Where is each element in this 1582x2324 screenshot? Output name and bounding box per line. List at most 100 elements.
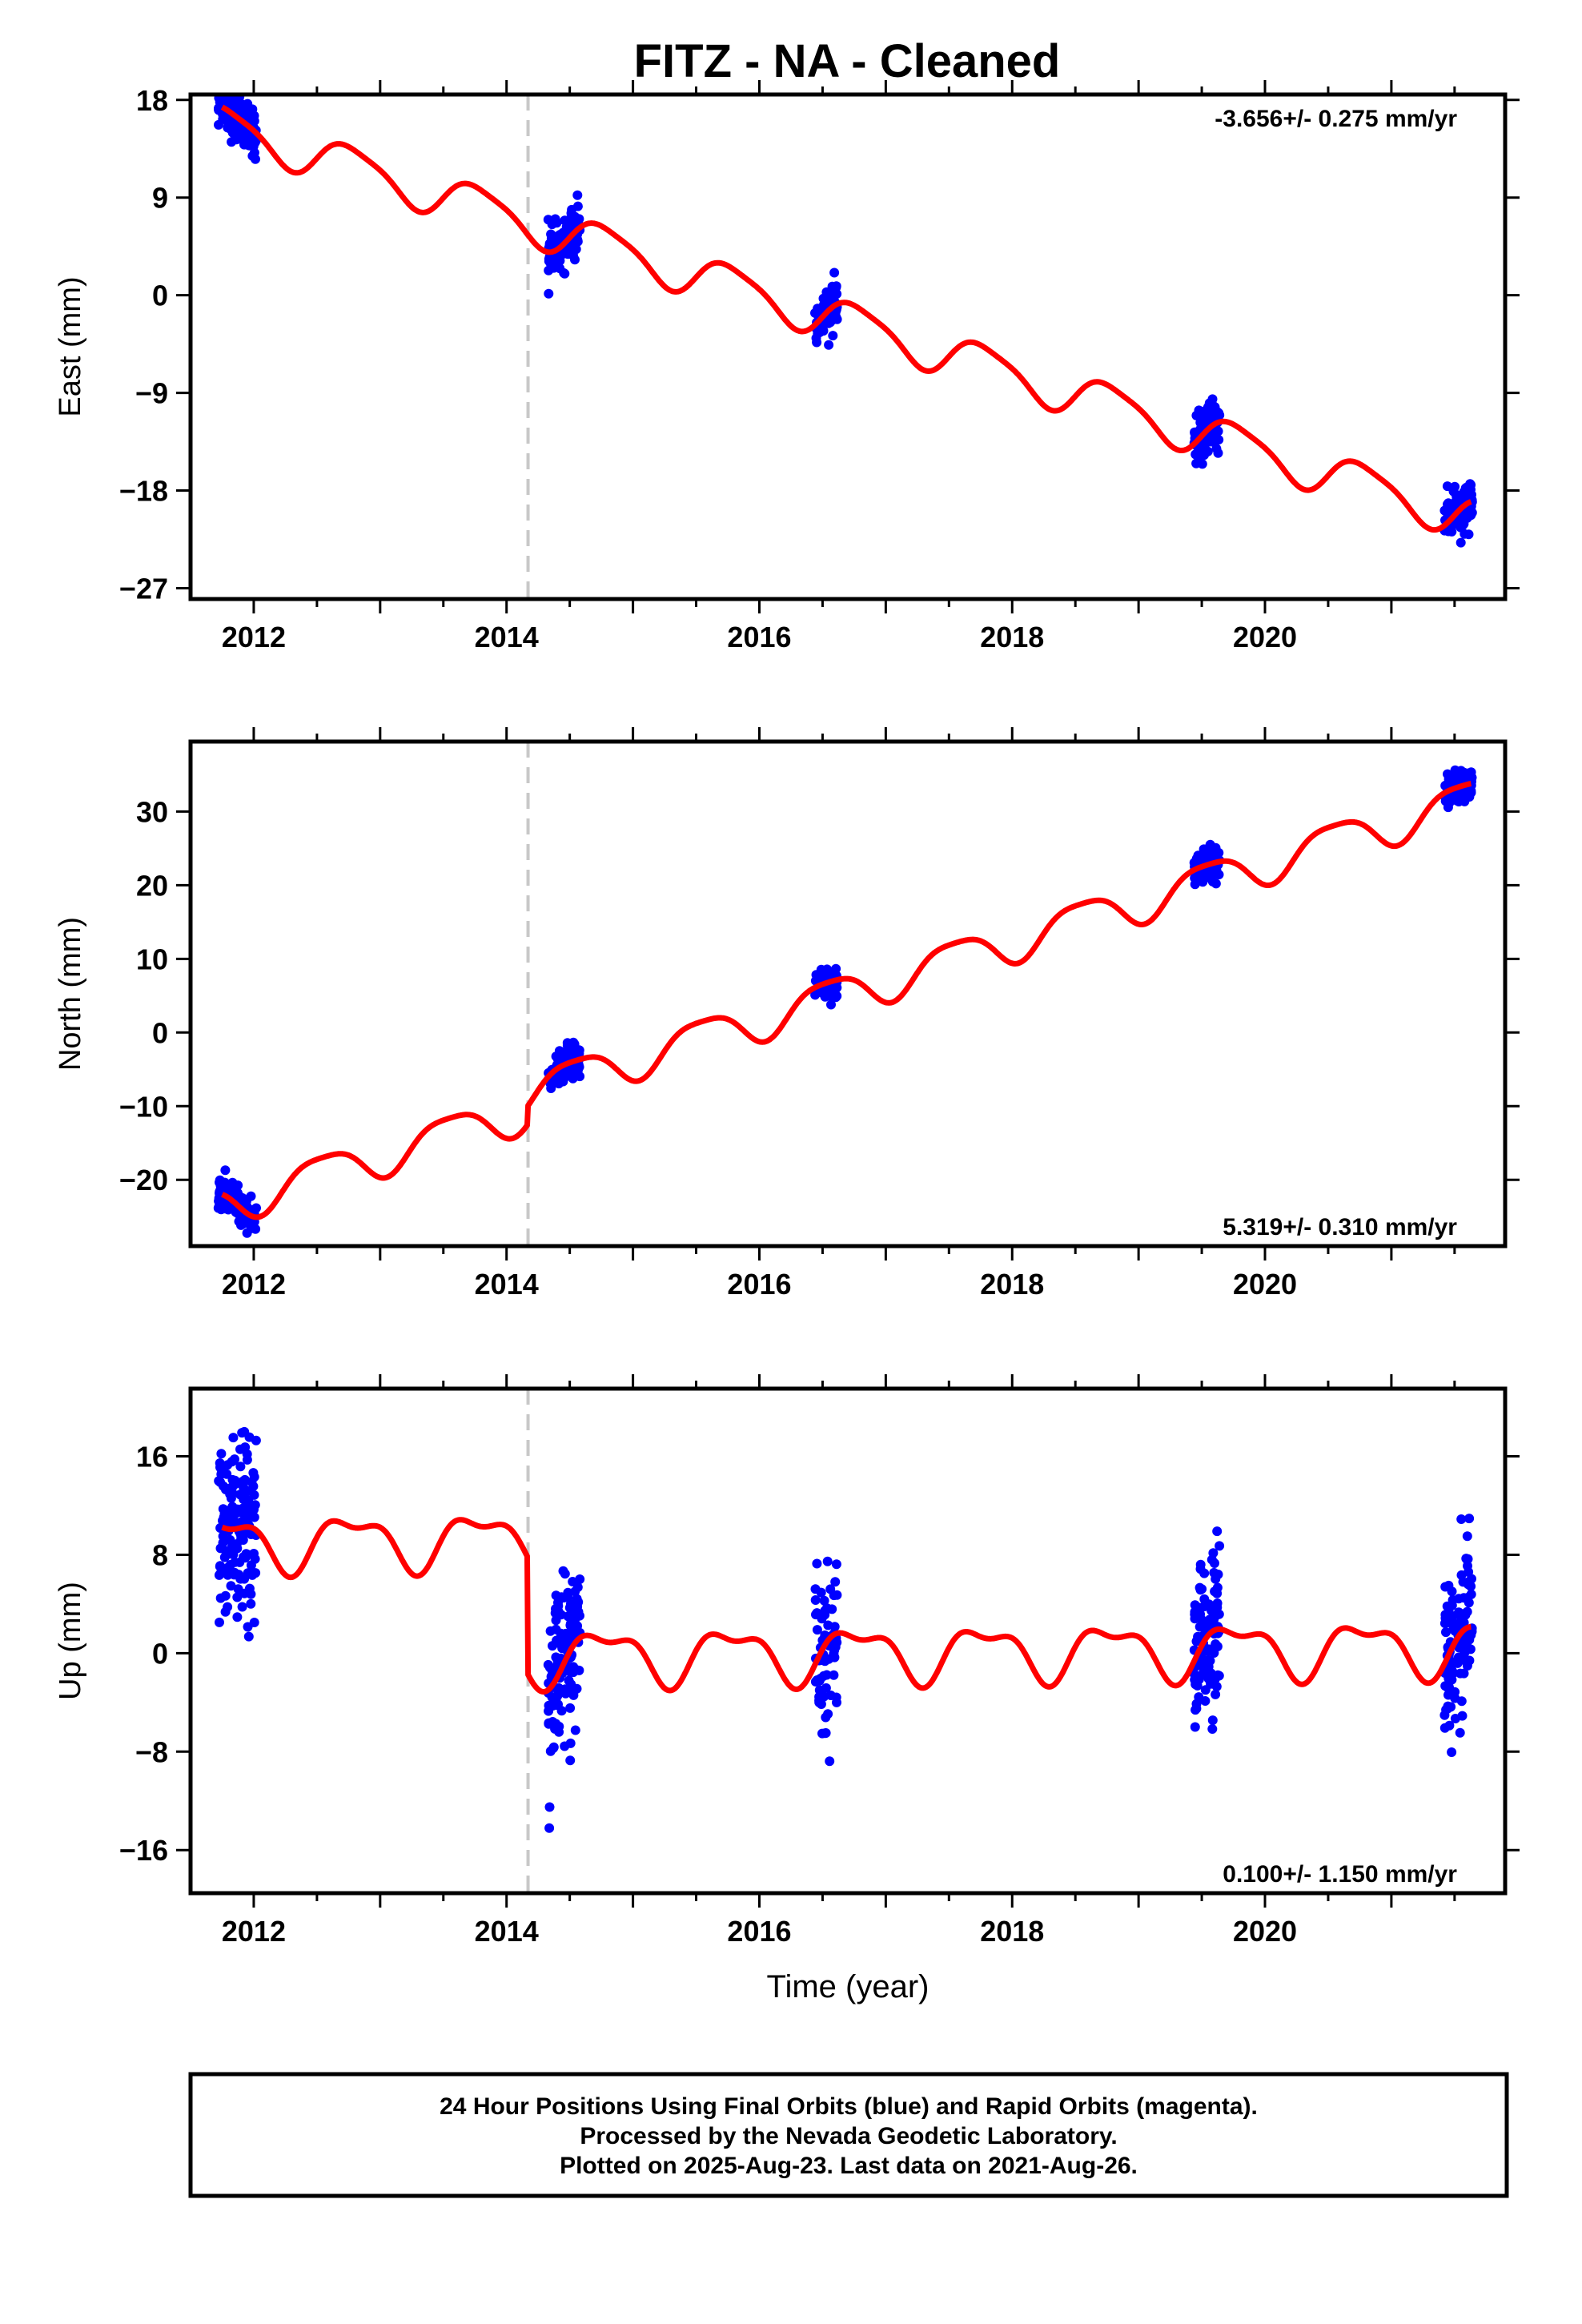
data-point (553, 1606, 564, 1616)
y-tick-label: 30 (136, 795, 168, 828)
data-point (825, 1756, 835, 1767)
data-point (828, 331, 838, 341)
data-point (216, 83, 226, 93)
data-point (1209, 1567, 1219, 1578)
y-tick-label: 18 (136, 84, 168, 117)
data-point (1190, 879, 1200, 890)
footer-line-1: 24 Hour Positions Using Final Orbits (bl… (440, 2093, 1258, 2120)
data-point (227, 127, 238, 138)
data-point (240, 1553, 251, 1563)
data-point (232, 1592, 243, 1602)
data-point (1211, 879, 1221, 889)
data-point (1199, 440, 1210, 451)
data-point (1208, 1548, 1219, 1558)
data-point (1207, 1715, 1218, 1726)
data-point (242, 1449, 252, 1459)
data-point (565, 1755, 576, 1766)
data-point (242, 1228, 252, 1238)
data-point (243, 1622, 253, 1632)
data-point (1190, 1722, 1200, 1732)
data-point (219, 1512, 229, 1522)
data-point (570, 1047, 580, 1058)
data-point (214, 75, 223, 85)
data-point (239, 1494, 249, 1505)
y-axis-label: East (mm) (54, 276, 87, 416)
data-point (1443, 1580, 1454, 1590)
data-point (814, 1697, 825, 1707)
data-point (812, 1625, 822, 1635)
data-point (832, 1697, 841, 1707)
data-point (1452, 770, 1462, 779)
data-point (554, 1721, 564, 1731)
data-point (570, 1070, 580, 1080)
data-point (1194, 1602, 1204, 1613)
data-point (246, 1598, 256, 1609)
data-point (215, 83, 225, 93)
data-point (567, 220, 577, 231)
data-point (237, 1602, 247, 1612)
data-point (1454, 797, 1464, 806)
x-tick-label: 2016 (727, 621, 791, 653)
data-point (225, 99, 235, 110)
data-point (572, 190, 583, 200)
x-tick-label: 2016 (727, 1915, 791, 1948)
data-point (223, 1460, 233, 1470)
data-point (1462, 1606, 1472, 1617)
data-point (831, 312, 841, 322)
data-point (235, 1574, 246, 1584)
data-point (556, 1592, 567, 1602)
footer-line-3: Plotted on 2025-Aug-23. Last data on 202… (560, 2153, 1138, 2179)
data-point (1207, 1724, 1218, 1734)
data-point (1199, 1668, 1210, 1679)
data-point (239, 1474, 250, 1485)
data-point (815, 327, 825, 337)
data-point (1456, 537, 1466, 548)
data-point (543, 1659, 553, 1670)
x-tick-label: 2020 (1233, 621, 1297, 653)
model-curve (220, 1517, 1473, 1695)
model-curve (220, 104, 1473, 533)
x-tick-label: 2016 (727, 1268, 791, 1301)
data-point (226, 1182, 236, 1192)
y-axis-label: North (mm) (54, 917, 87, 1071)
data-point (544, 1700, 554, 1711)
data-point (247, 104, 258, 115)
data-point (821, 1683, 831, 1693)
x-tick-label: 2012 (222, 1268, 286, 1301)
data-point (826, 999, 836, 1010)
data-point (215, 104, 225, 115)
data-point (1207, 398, 1217, 408)
data-point (1457, 1711, 1468, 1721)
data-point (823, 1709, 833, 1719)
data-point (820, 991, 830, 1002)
data-point (557, 1643, 568, 1654)
data-point (831, 1559, 841, 1570)
data-point (552, 1075, 562, 1084)
data-point (1460, 529, 1470, 539)
data-point (1212, 1526, 1223, 1537)
data-point (560, 1634, 571, 1644)
data-point (552, 1691, 563, 1701)
data-point (1456, 1570, 1467, 1580)
plot-frame (188, 1386, 1508, 1896)
data-point (566, 1679, 576, 1690)
plot-frame (188, 739, 1508, 1248)
data-point (1450, 481, 1460, 492)
data-point (1464, 1655, 1475, 1666)
x-tick-label: 2018 (980, 621, 1044, 653)
data-point (544, 1823, 555, 1833)
x-tick-label: 2012 (222, 621, 286, 653)
data-point (1466, 1589, 1476, 1599)
data-point (1447, 1618, 1457, 1628)
data-point (832, 991, 842, 1001)
data-point (1456, 1696, 1467, 1707)
data-point (810, 1584, 821, 1594)
y-tick-label: 0 (152, 1637, 168, 1670)
data-point (831, 983, 841, 994)
data-point (1199, 1568, 1210, 1578)
data-point (1211, 850, 1222, 860)
data-point (1195, 1585, 1206, 1595)
plot-frame (188, 92, 1508, 601)
data-point (560, 1569, 570, 1579)
